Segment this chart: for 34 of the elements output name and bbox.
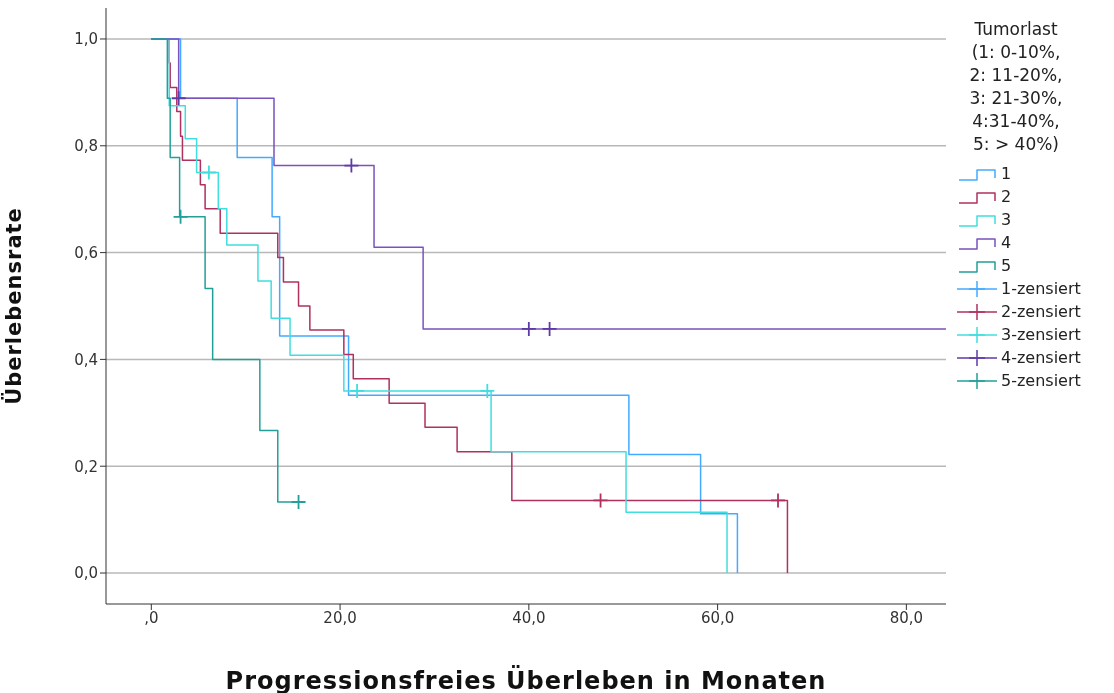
- point: [349, 383, 365, 399]
- point: [172, 208, 189, 225]
- x-tick-label: ,0: [144, 608, 159, 627]
- legend-label: 2: [1001, 187, 1012, 206]
- point: [770, 492, 786, 509]
- legend-label: 3: [1001, 210, 1012, 229]
- legend-label: 1: [1001, 164, 1012, 183]
- y-tick-label: 0,2: [74, 457, 98, 476]
- y-axis-title: Überlebensrate: [1, 207, 27, 405]
- legend-label: 1-zensiert: [1001, 279, 1081, 298]
- legend-label: 4: [1001, 233, 1012, 252]
- y-tick-label: 0,0: [74, 564, 98, 583]
- point: [479, 383, 496, 399]
- x-tick-label: 80,0: [889, 608, 924, 627]
- legend-label: 3-zensiert: [1001, 325, 1081, 344]
- point: [343, 157, 360, 174]
- point: [170, 90, 187, 107]
- legend-label: 5-zensiert: [1001, 371, 1081, 390]
- legend-label: 5: [1001, 256, 1012, 275]
- y-tick-label: 0,6: [74, 243, 98, 262]
- x-tick-label: 40,0: [512, 608, 546, 627]
- point: [290, 494, 307, 510]
- y-tick-label: 0,8: [74, 137, 98, 156]
- point: [592, 492, 609, 509]
- point: [541, 321, 558, 337]
- y-tick-label: 1,0: [74, 30, 98, 49]
- legend-label: 4-zensiert: [1001, 348, 1081, 367]
- x-tick-label: 60,0: [700, 608, 735, 627]
- point: [520, 321, 537, 337]
- y-tick-label: 0,4: [74, 350, 98, 369]
- legend-label: 2-zensiert: [1001, 302, 1081, 321]
- legend-title: Tumorlast (1: 0-10%, 2: 11-20%, 3: 21-30%, 4:31-40%, 5: > 40%): [968, 18, 1064, 156]
- x-tick-label: 20,0: [323, 608, 357, 627]
- point: [200, 164, 217, 181]
